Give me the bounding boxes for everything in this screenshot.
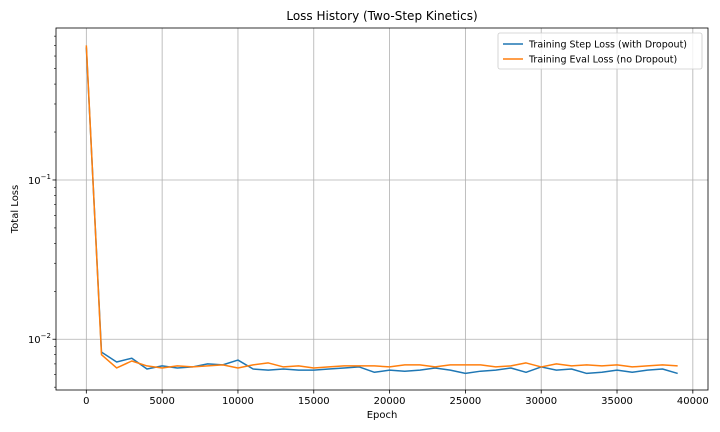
x-tick-label: 20000 bbox=[374, 396, 406, 407]
y-axis-label: Total Loss bbox=[10, 185, 21, 234]
x-tick-label: 10000 bbox=[222, 396, 254, 407]
x-tick-label: 30000 bbox=[525, 396, 557, 407]
series-line-step-loss bbox=[85, 47, 678, 375]
legend: Training Step Loss (with Dropout) Traini… bbox=[497, 32, 703, 70]
x-tick-label: 35000 bbox=[601, 396, 633, 407]
y-tick-label: 10−2 bbox=[28, 332, 51, 346]
x-tick-label: 15000 bbox=[298, 396, 330, 407]
x-tick-label: 0 bbox=[83, 396, 89, 407]
grid-lines bbox=[56, 28, 708, 390]
series-lines bbox=[85, 45, 678, 375]
legend-label-step-loss: Training Step Loss (with Dropout) bbox=[528, 40, 687, 51]
x-tick-label: 5000 bbox=[149, 396, 174, 407]
axis-ticks: 0 5000 10000 15000 20000 25000 30000 35000 40000… bbox=[28, 173, 709, 407]
legend-label-eval-loss: Training Eval Loss (no Dropout) bbox=[528, 55, 677, 66]
plot-frame bbox=[55, 27, 709, 391]
x-axis-label: Epoch bbox=[367, 410, 398, 421]
x-tick-label: 40000 bbox=[677, 396, 709, 407]
legend-box bbox=[497, 32, 703, 70]
x-tick-label: 25000 bbox=[449, 396, 481, 407]
chart-title: Loss History (Two-Step Kinetics) bbox=[286, 9, 477, 23]
series-line-eval-loss bbox=[85, 45, 678, 369]
y-tick-label: 10−1 bbox=[28, 173, 51, 187]
